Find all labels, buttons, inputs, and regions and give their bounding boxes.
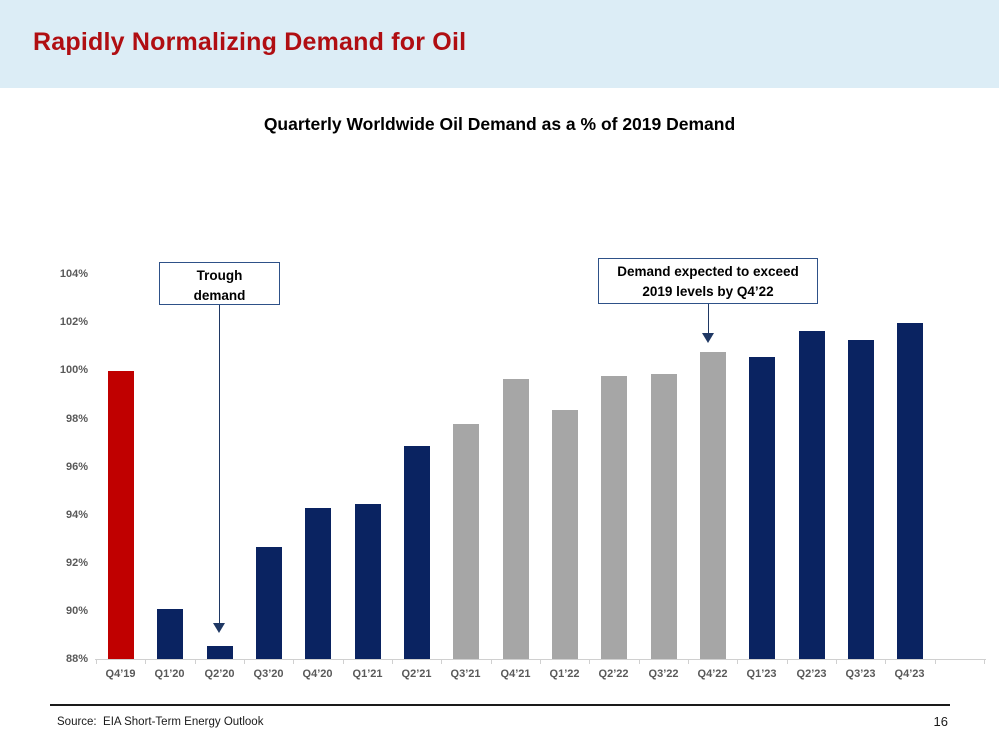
x-axis-tick-label: Q2’22 bbox=[598, 668, 629, 680]
bar-Q4’23 bbox=[897, 323, 923, 660]
footer-divider bbox=[50, 704, 950, 706]
bar-Q3’20 bbox=[256, 547, 282, 660]
bar-Q3’23 bbox=[848, 340, 874, 660]
x-axis-tick-label: Q1’21 bbox=[352, 668, 383, 680]
header-band: Rapidly Normalizing Demand for Oil bbox=[0, 0, 999, 88]
y-axis-tick-label: 104% bbox=[59, 268, 88, 280]
y-axis-tick-label: 94% bbox=[65, 509, 88, 521]
y-axis-tick-label: 92% bbox=[65, 557, 88, 569]
y-axis-tick-label: 98% bbox=[65, 413, 88, 425]
x-axis-tick-label: Q2’21 bbox=[401, 668, 432, 680]
bar-Q1’23 bbox=[749, 357, 775, 660]
x-axis-tick-mark bbox=[96, 660, 97, 664]
x-axis-tick-label: Q3’21 bbox=[450, 668, 481, 680]
annotation-trough-line1: Trough bbox=[196, 268, 243, 283]
trough-arrow-line bbox=[218, 305, 220, 624]
x-axis-tick-mark bbox=[984, 660, 985, 664]
x-axis-tick-label: Q3’22 bbox=[648, 668, 679, 680]
x-axis-tick-mark bbox=[244, 660, 245, 664]
y-axis-tick-label: 90% bbox=[65, 605, 88, 617]
bar-Q2’23 bbox=[799, 331, 825, 660]
trough-arrow-head-icon bbox=[213, 623, 225, 633]
annotation-exceed-line2: 2019 levels by Q4’22 bbox=[642, 283, 774, 299]
bar-Q1’22 bbox=[552, 410, 578, 660]
x-axis-tick-label: Q4’22 bbox=[697, 668, 728, 680]
x-axis-tick-mark bbox=[787, 660, 788, 664]
bar-Q2’21 bbox=[404, 446, 430, 660]
x-axis-tick-mark bbox=[343, 660, 344, 664]
annotation-trough-demand: Trough demand bbox=[159, 262, 280, 305]
x-axis-tick-label: Q2’23 bbox=[796, 668, 827, 680]
bar-Q2’20 bbox=[207, 646, 233, 660]
x-axis-tick-label: Q3’23 bbox=[845, 668, 876, 680]
bar-Q2’22 bbox=[601, 376, 627, 660]
x-axis-tick-mark bbox=[491, 660, 492, 664]
y-axis-tick-label: 96% bbox=[65, 461, 88, 473]
bar-Q3’21 bbox=[453, 424, 479, 660]
x-axis-tick-label: Q1’22 bbox=[549, 668, 580, 680]
x-axis-tick-mark bbox=[145, 660, 146, 664]
exceed-arrow-line bbox=[707, 304, 709, 334]
bar-Q1’21 bbox=[355, 504, 381, 660]
bar-Q4’22 bbox=[700, 352, 726, 660]
chart-title: Quarterly Worldwide Oil Demand as a % of… bbox=[263, 114, 736, 134]
bar-Q3’22 bbox=[651, 374, 677, 660]
x-axis-tick-label: Q3’20 bbox=[253, 668, 284, 680]
x-axis-tick-mark bbox=[441, 660, 442, 664]
slide-title: Rapidly Normalizing Demand for Oil bbox=[33, 28, 467, 56]
source-text: Source: EIA Short-Term Energy Outlook bbox=[57, 716, 264, 728]
x-axis-tick-mark bbox=[293, 660, 294, 664]
bar-Q4’21 bbox=[503, 379, 529, 660]
x-axis-tick-mark bbox=[836, 660, 837, 664]
x-axis-tick-mark bbox=[540, 660, 541, 664]
x-axis-tick-mark bbox=[195, 660, 196, 664]
x-axis-tick-label: Q2’20 bbox=[204, 668, 235, 680]
x-axis-tick-label: Q4’23 bbox=[894, 668, 925, 680]
annotation-trough-line2: demand bbox=[193, 287, 246, 303]
x-axis-tick-label: Q4’21 bbox=[500, 668, 531, 680]
x-axis-tick-mark bbox=[392, 660, 393, 664]
annotation-exceed-2019: Demand expected to exceed 2019 levels by… bbox=[598, 258, 818, 304]
x-axis-tick-mark bbox=[737, 660, 738, 664]
y-axis-tick-label: 100% bbox=[59, 364, 88, 376]
page-number: 16 bbox=[933, 714, 948, 729]
x-axis-tick-label: Q1’20 bbox=[154, 668, 185, 680]
x-axis-tick-label: Q4’19 bbox=[105, 668, 136, 680]
x-axis-tick-label: Q4’20 bbox=[302, 668, 333, 680]
y-axis-tick-label: 102% bbox=[59, 316, 88, 328]
x-axis-tick-mark bbox=[589, 660, 590, 664]
x-axis-line bbox=[95, 659, 986, 660]
x-axis-tick-mark bbox=[688, 660, 689, 664]
y-axis-tick-label: 88% bbox=[65, 653, 88, 665]
bar-Q4’20 bbox=[305, 508, 331, 660]
annotation-exceed-line1: Demand expected to exceed bbox=[617, 264, 799, 279]
x-axis-tick-label: Q1’23 bbox=[746, 668, 777, 680]
x-axis-tick-mark bbox=[885, 660, 886, 664]
x-axis-tick-mark bbox=[639, 660, 640, 664]
bar-Q1’20 bbox=[157, 609, 183, 660]
bar-Q4’19 bbox=[108, 371, 134, 660]
x-axis-tick-mark bbox=[935, 660, 936, 664]
exceed-arrow-head-icon bbox=[702, 333, 714, 343]
